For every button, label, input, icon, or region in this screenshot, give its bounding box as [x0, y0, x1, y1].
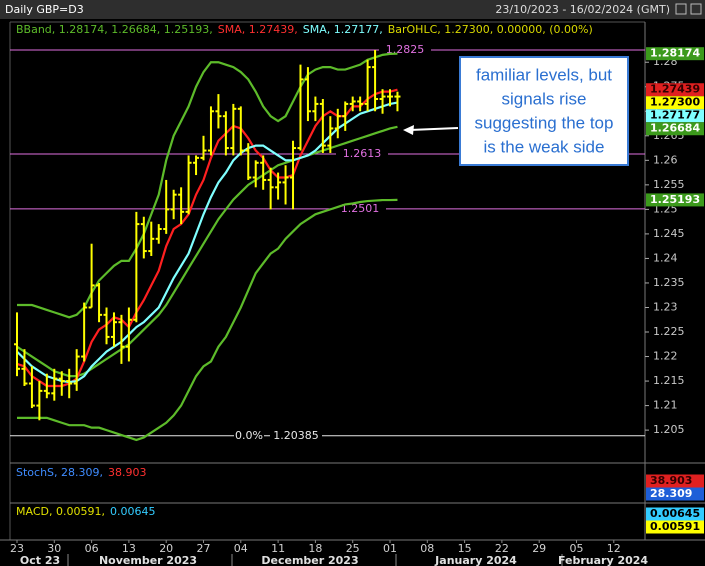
indicator-line: [17, 198, 398, 442]
y-tick-label: 1.255: [653, 178, 685, 191]
pane-badge-label: 28.309: [650, 487, 692, 500]
legend-entry: 0.00645: [110, 505, 156, 518]
x-tick-label: 04: [234, 542, 248, 555]
pane-badge-label: 38.903: [650, 474, 692, 487]
x-tick-label: 20: [159, 542, 173, 555]
x-tick-label: 11: [271, 542, 285, 555]
price-badge-label: 1.27300: [650, 96, 700, 109]
x-tick-label: 25: [346, 542, 360, 555]
price-badge: [646, 193, 704, 207]
level-label-bg: [334, 202, 386, 215]
month-label: February 2024: [558, 554, 648, 566]
level-label: 1.2613: [343, 147, 382, 160]
price-badge: [646, 47, 704, 61]
y-tick-label: 1.205: [653, 423, 685, 436]
level-label-bg: [270, 429, 322, 442]
pane-badge-label: 0.00645: [650, 507, 700, 520]
price-badge: [646, 96, 704, 110]
x-tick-label: 06: [85, 542, 99, 555]
level-tag: 0.0%: [235, 429, 263, 442]
legend-entry: SMA, 1.27439,: [218, 23, 298, 36]
legend: StochS, 28.309, 38.903: [16, 466, 147, 479]
arrow: [409, 127, 459, 131]
price-badge: [646, 109, 704, 123]
indicator-line: [16, 101, 398, 384]
x-tick-label: 01: [383, 542, 397, 555]
overlay: familiar levels, but signals rise sugges…: [403, 47, 704, 534]
legend-entry: BarOHLC, 1.27300, 0.00000, (0.00%): [388, 23, 593, 36]
month-label: December 2023: [261, 554, 358, 566]
x-tick-label: 22: [495, 542, 509, 555]
level-label: 1.20385: [273, 429, 319, 442]
y-tick-label: 1.215: [653, 374, 685, 387]
x-tick-label: 13: [122, 542, 136, 555]
pane-badge-label: 0.00591: [650, 520, 700, 533]
price-badge-label: 1.28174: [650, 47, 700, 60]
level-label-bg: [336, 147, 388, 160]
legend-entry: BBand, 1.28174, 1.26684, 1.25193,: [16, 23, 213, 36]
window-icon[interactable]: [675, 3, 687, 15]
level-label: 1.2501: [341, 202, 380, 215]
x-tick-label: 23: [10, 542, 24, 555]
y-tick-label: 1.24: [653, 251, 678, 264]
chart-title: Daily GBP=D3: [5, 3, 84, 16]
price-badge-label: 1.25193: [650, 193, 700, 206]
pane-badge: [646, 474, 704, 488]
x-tick-label: 18: [308, 542, 322, 555]
x-tick-label: 29: [532, 542, 546, 555]
x-tick-label: 12: [607, 542, 621, 555]
legend-entry: MACD, 0.00591,: [16, 505, 105, 518]
legend-entry: StochS, 28.309,: [16, 466, 103, 479]
x-tick-label: 15: [458, 542, 472, 555]
date-range: 23/10/2023 - 16/02/2024 (GMT): [495, 3, 670, 16]
price-badge-label: 1.26684: [650, 122, 700, 135]
price-badge: [646, 122, 704, 136]
indicator-line: [17, 52, 398, 319]
y-tick-label: 1.23: [653, 300, 678, 313]
y-tick-label: 1.245: [653, 227, 685, 240]
annotation-line: suggesting the top: [475, 113, 614, 132]
legend: MACD, 0.00591, 0.00645: [16, 505, 155, 518]
pane-badge: [646, 507, 704, 521]
legend: BBand, 1.28174, 1.26684, 1.25193, SMA, 1.…: [16, 23, 593, 36]
indicator-line: [16, 125, 398, 378]
close-icon[interactable]: [690, 3, 702, 15]
annotation-line: familiar levels, but: [476, 65, 612, 84]
price-badge-label: 1.27177: [650, 109, 700, 122]
price-badge: [646, 83, 704, 97]
arrow-head: [403, 125, 414, 135]
annotation-line: signals rise: [501, 89, 586, 108]
price-badge-label: 1.27439: [650, 83, 700, 96]
x-tick-label: 30: [47, 542, 61, 555]
month-label: January 2024: [434, 554, 517, 566]
level-label-bg: [234, 429, 264, 442]
y-tick-label: 1.22: [653, 350, 678, 363]
month-label: Oct 23: [20, 554, 60, 566]
header-bar: [0, 0, 705, 19]
y-tick-label: 1.225: [653, 325, 685, 338]
x-tick-label: 08: [420, 542, 434, 555]
y-tick-label: 1.235: [653, 276, 685, 289]
y-tick-label: 1.26: [653, 153, 678, 166]
x-tick-label: 05: [570, 542, 584, 555]
indicator-line: [16, 88, 398, 388]
annotation-line: is the weak side: [484, 137, 605, 156]
month-label: November 2023: [99, 554, 197, 566]
annotation-box: [459, 56, 629, 166]
pane-badge: [646, 520, 704, 534]
legend-entry: 38.903: [108, 466, 147, 479]
y-tick-label: 1.21: [653, 399, 678, 412]
legend-entry: SMA, 1.27177,: [303, 23, 383, 36]
pane-badge: [646, 487, 704, 501]
x-tick-label: 27: [197, 542, 211, 555]
